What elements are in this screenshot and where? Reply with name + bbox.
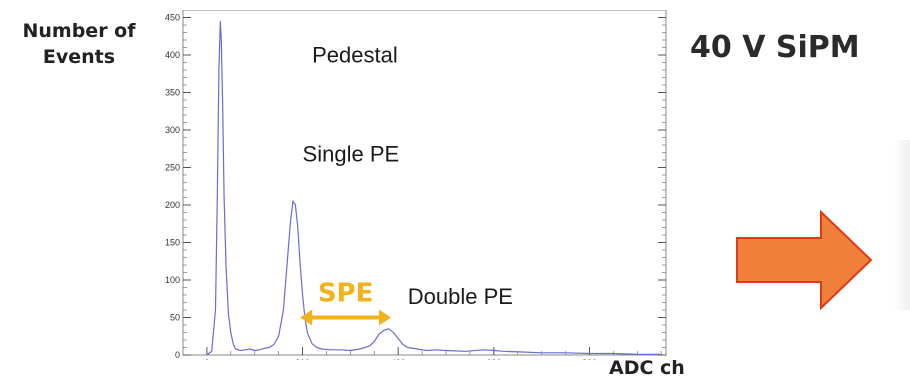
spe-arrow-head-left xyxy=(300,309,313,326)
y-tick-label: 300 xyxy=(165,125,180,135)
y-tick-label: 250 xyxy=(165,163,180,173)
x-tick-label: 200 xyxy=(295,358,310,360)
right-arrow-polygon xyxy=(736,210,873,310)
y-tick-label: 450 xyxy=(165,13,180,23)
annotation-single-pe: Single PE xyxy=(303,142,400,167)
annotation-pedestal: Pedestal xyxy=(312,43,398,68)
y-tick-label: 200 xyxy=(165,200,180,210)
annotations: Pedestal Single PE Double PE xyxy=(303,43,513,310)
y-tick-label: 350 xyxy=(165,88,180,98)
x-tick-label: 600 xyxy=(486,358,501,360)
plot-frame xyxy=(182,10,667,356)
x-tick-label: 400 xyxy=(391,358,406,360)
faint-edge-panel xyxy=(893,140,910,310)
y-tick-label: 400 xyxy=(165,50,180,60)
y-tick-label: 50 xyxy=(170,313,180,323)
x-tick-label: 0 xyxy=(204,358,209,360)
y-axis-label-line1: Number of xyxy=(22,20,136,42)
x-axis-label: ADC ch xyxy=(609,357,685,379)
y-tick-label: 100 xyxy=(165,275,180,285)
slide-title: 40 V SiPM xyxy=(690,30,860,65)
spe-marker: SPE xyxy=(300,279,392,326)
spe-arrow-head-right xyxy=(379,309,392,326)
histogram-chart: 0 50 100 150 200 250 300 350 400 450 0 200 400 600 80… xyxy=(165,10,667,360)
annotation-double-pe: Double PE xyxy=(408,284,513,309)
x-tick-label: 800 xyxy=(582,358,597,360)
y-ticks: 0 50 100 150 200 250 300 350 400 450 xyxy=(165,13,666,360)
y-tick-label: 150 xyxy=(165,238,180,248)
y-tick-label: 0 xyxy=(175,350,180,360)
spe-label: SPE xyxy=(318,279,374,309)
y-axis-label-line2: Events xyxy=(42,46,116,68)
y-axis-label: Number of Events xyxy=(0,18,158,70)
right-arrow-shape xyxy=(736,210,873,310)
